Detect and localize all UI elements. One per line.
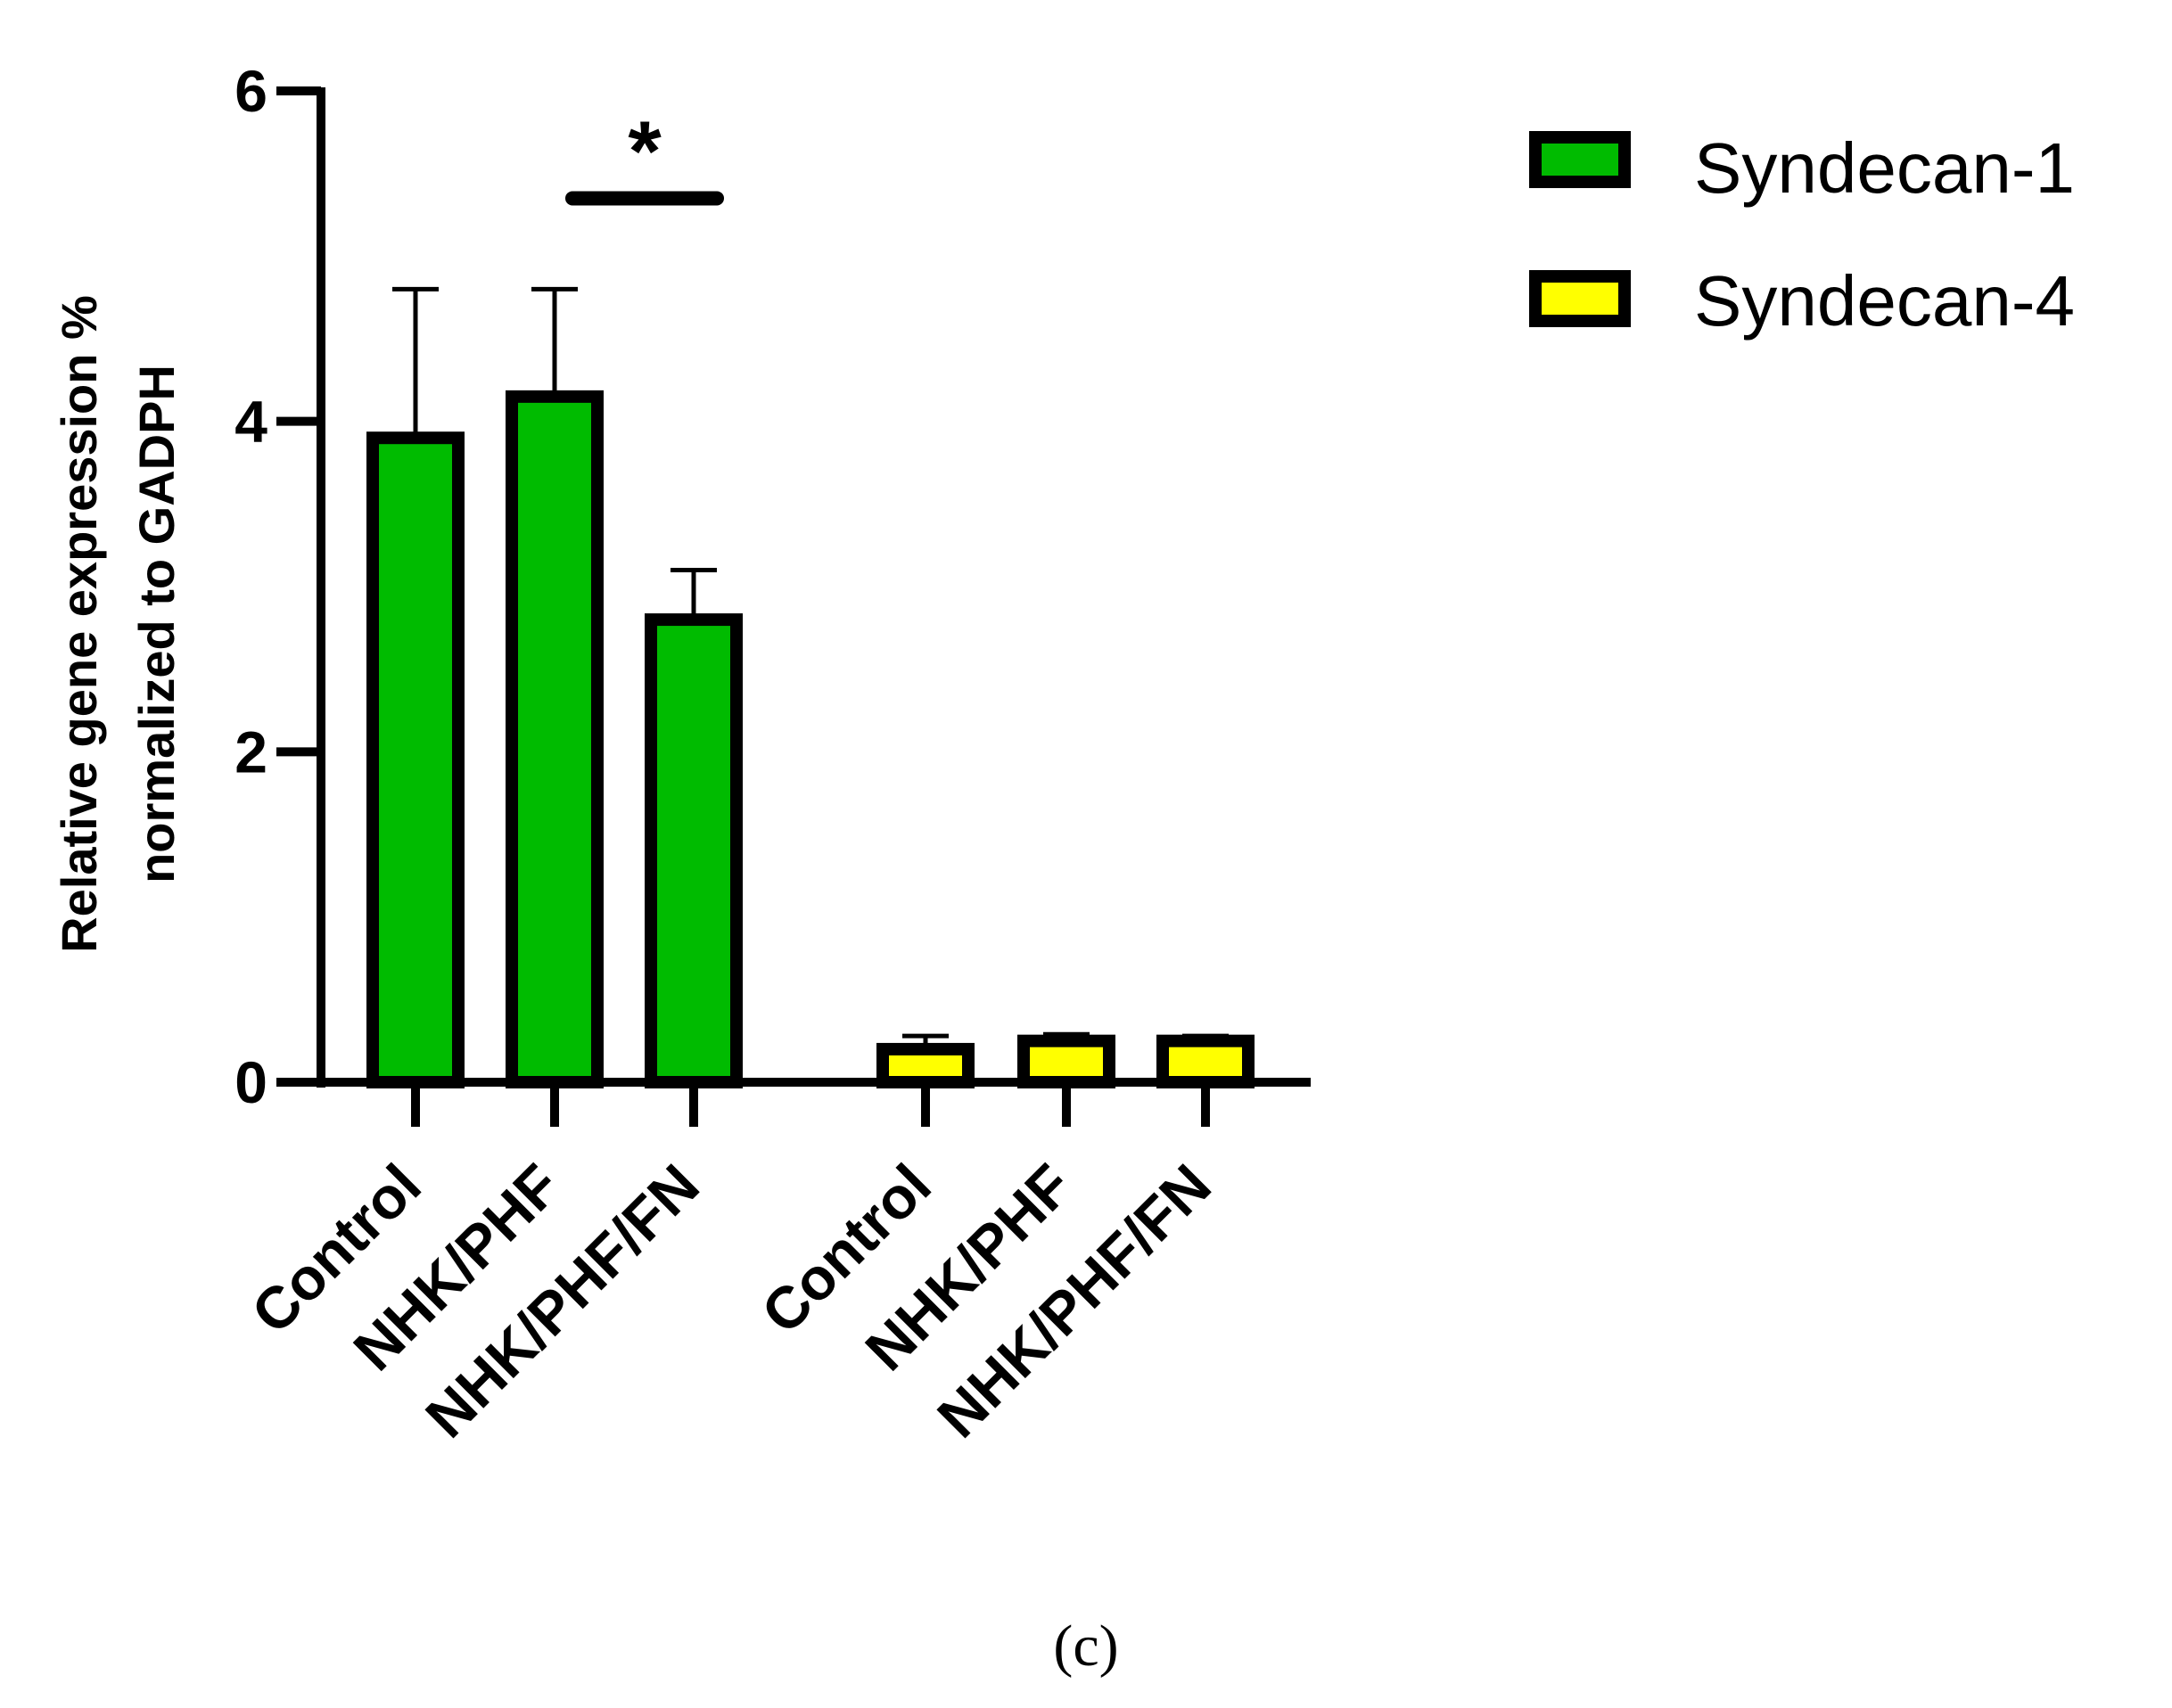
legend: Syndecan-1 Syndecan-4 — [1529, 128, 2075, 341]
significance-annotation: * — [565, 103, 724, 206]
figure-caption: (c) — [1053, 1614, 1118, 1679]
y-tick-label-4: 4 — [234, 389, 267, 455]
y-axis-label: Relative gene expression % normalized to… — [51, 295, 185, 953]
axes: 0 2 4 6 — [234, 58, 1311, 1127]
legend-label-syndecan-1: Syndecan-1 — [1694, 128, 2075, 208]
bar-syndecan-1-nhk-phf — [506, 390, 604, 1089]
bar-syndecan-1-control — [366, 431, 465, 1088]
bars — [366, 390, 1255, 1089]
significance-star: * — [628, 103, 662, 199]
legend-label-syndecan-4: Syndecan-4 — [1694, 261, 2075, 341]
bar-syndecan-4-nhk-phf — [1017, 1034, 1115, 1088]
y-tick-label-6: 6 — [234, 58, 267, 124]
bar-syndecan-4-control — [876, 1042, 975, 1089]
bar-syndecan-4-nhk-phf-fn — [1156, 1034, 1255, 1088]
legend-swatch-syndecan-4 — [1529, 270, 1631, 327]
y-tick-label-0: 0 — [234, 1049, 267, 1115]
y-axis-label-line-1: Relative gene expression % — [51, 295, 107, 953]
legend-swatch-syndecan-1 — [1529, 131, 1631, 188]
y-axis-label-line-2: normalized to GADPH — [128, 365, 185, 883]
bar-syndecan-1-nhk-phf-fn — [645, 613, 743, 1088]
error-bars — [392, 286, 1229, 1049]
y-tick-label-2: 2 — [234, 719, 267, 784]
